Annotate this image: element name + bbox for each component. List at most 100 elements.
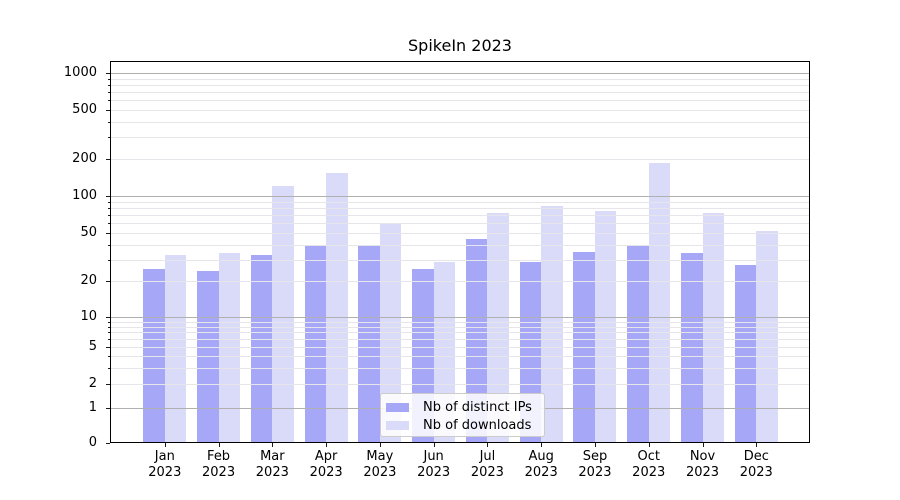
legend-label-distinct-ips: Nb of distinct IPs xyxy=(423,399,532,415)
xtick-month: Dec xyxy=(743,449,769,464)
ytick-mark-minor-700 xyxy=(107,92,110,94)
xtick-month: Nov xyxy=(689,449,716,464)
xtick-mark-11 xyxy=(702,443,704,447)
xtick-mark-2 xyxy=(218,443,220,447)
xtick-month: Feb xyxy=(207,449,231,464)
gridline-minor-90 xyxy=(110,201,810,203)
gridline-minor-2 xyxy=(110,384,810,385)
gridline-minor-3 xyxy=(110,367,810,369)
gridline-minor-200 xyxy=(110,159,810,160)
gridline-minor-5 xyxy=(110,347,810,348)
xtick-label-feb-2023: Feb 2023 xyxy=(189,449,249,480)
gridline-minor-800 xyxy=(110,84,810,86)
ytick-mark-minor-600 xyxy=(107,100,110,102)
ytick-mark-minor-50 xyxy=(107,233,110,234)
gridline-minor-700 xyxy=(110,92,810,94)
xtick-mark-5 xyxy=(379,443,381,447)
legend-item-distinct-ips: Nb of distinct IPs xyxy=(386,398,538,416)
ytick-mark-minor-200 xyxy=(107,159,110,160)
legend-item-downloads: Nb of downloads xyxy=(386,416,538,434)
xtick-year: 2023 xyxy=(363,464,397,480)
ytick-mark-minor-7 xyxy=(107,332,110,334)
bar-nb-of-downloads-jan-2023 xyxy=(164,254,187,443)
gridline-major-1000 xyxy=(110,73,810,74)
ytick-label-1: 1 xyxy=(88,400,97,415)
xtick-label-sep-2023: Sep 2023 xyxy=(565,449,625,480)
xtick-month: Sep xyxy=(582,449,608,464)
xtick-month: Aug xyxy=(528,449,554,464)
xtick-mark-8 xyxy=(541,443,543,447)
ytick-mark-minor-3 xyxy=(107,367,110,369)
ytick-label-2: 2 xyxy=(88,376,97,391)
ytick-label-50: 50 xyxy=(80,225,97,240)
xtick-label-may-2023: May 2023 xyxy=(350,449,410,480)
xtick-month: Jul xyxy=(479,449,496,464)
gridline-minor-40 xyxy=(110,244,810,246)
xtick-mark-10 xyxy=(648,443,650,447)
bar-nb-of-downloads-jul-2023 xyxy=(487,212,509,443)
xtick-year: 2023 xyxy=(255,464,289,480)
ytick-mark-0 xyxy=(106,443,110,444)
xtick-year: 2023 xyxy=(309,464,343,480)
gridline-minor-8 xyxy=(110,326,810,328)
xtick-year: 2023 xyxy=(578,464,612,480)
xtick-label-oct-2023: Oct 2023 xyxy=(619,449,679,480)
bar-nb-of-distinct-ips-feb-2023 xyxy=(197,271,219,443)
gridline-minor-60 xyxy=(110,223,810,225)
xtick-label-apr-2023: Apr 2023 xyxy=(296,449,356,480)
gridline-minor-900 xyxy=(110,78,810,80)
xtick-mark-6 xyxy=(433,443,435,447)
xtick-label-aug-2023: Aug 2023 xyxy=(511,449,571,480)
bar-nb-of-downloads-feb-2023 xyxy=(218,253,241,443)
ytick-mark-minor-60 xyxy=(107,223,110,225)
ytick-mark-minor-20 xyxy=(107,281,110,282)
bar-nb-of-distinct-ips-may-2023 xyxy=(358,244,380,443)
ytick-mark-minor-800 xyxy=(107,84,110,86)
gridline-minor-9 xyxy=(110,321,810,323)
xtick-month: Jun xyxy=(423,449,444,464)
ytick-mark-minor-8 xyxy=(107,326,110,328)
gridline-major-10 xyxy=(110,317,810,318)
ytick-mark-minor-4 xyxy=(107,356,110,357)
ytick-mark-minor-500 xyxy=(107,110,110,111)
ytick-mark-minor-9 xyxy=(107,321,110,323)
ytick-label-500: 500 xyxy=(72,102,97,117)
xtick-year: 2023 xyxy=(685,464,720,480)
gridline-minor-600 xyxy=(110,100,810,102)
xtick-year: 2023 xyxy=(632,464,666,480)
ytick-mark-minor-6 xyxy=(107,339,110,341)
ytick-mark-minor-900 xyxy=(107,78,110,80)
ytick-mark-minor-40 xyxy=(107,244,110,246)
legend-swatch-downloads xyxy=(386,420,409,430)
gridline-major-100 xyxy=(110,196,810,197)
xtick-month: Jan xyxy=(154,449,175,464)
xtick-month: May xyxy=(366,449,394,464)
xtick-year: 2023 xyxy=(470,464,504,480)
bar-nb-of-distinct-ips-apr-2023 xyxy=(304,244,327,443)
xtick-mark-12 xyxy=(756,443,758,447)
ytick-label-0: 0 xyxy=(88,435,97,450)
xtick-year: 2023 xyxy=(417,464,451,480)
ytick-mark-minor-90 xyxy=(107,201,110,203)
ytick-mark-10 xyxy=(106,317,110,318)
ytick-mark-1 xyxy=(106,408,110,409)
bar-nb-of-downloads-aug-2023 xyxy=(541,205,563,443)
xtick-label-jan-2023: Jan 2023 xyxy=(135,449,195,480)
xtick-month: Apr xyxy=(314,449,338,464)
grid-layer xyxy=(110,61,810,443)
gridline-minor-80 xyxy=(110,207,810,209)
gridline-minor-500 xyxy=(110,110,810,111)
xtick-year: 2023 xyxy=(202,464,236,480)
bar-nb-of-distinct-ips-jul-2023 xyxy=(465,238,488,443)
ytick-label-100: 100 xyxy=(72,188,97,203)
legend-swatch-distinct-ips xyxy=(386,402,409,412)
xtick-mark-3 xyxy=(272,443,274,447)
gridline-minor-20 xyxy=(110,281,810,282)
ytick-label-20: 20 xyxy=(80,273,97,288)
gridline-minor-70 xyxy=(110,215,810,217)
ytick-mark-minor-70 xyxy=(107,215,110,217)
xtick-year: 2023 xyxy=(739,464,773,480)
ytick-label-1000: 1000 xyxy=(63,65,97,80)
ytick-mark-minor-30 xyxy=(107,259,110,261)
